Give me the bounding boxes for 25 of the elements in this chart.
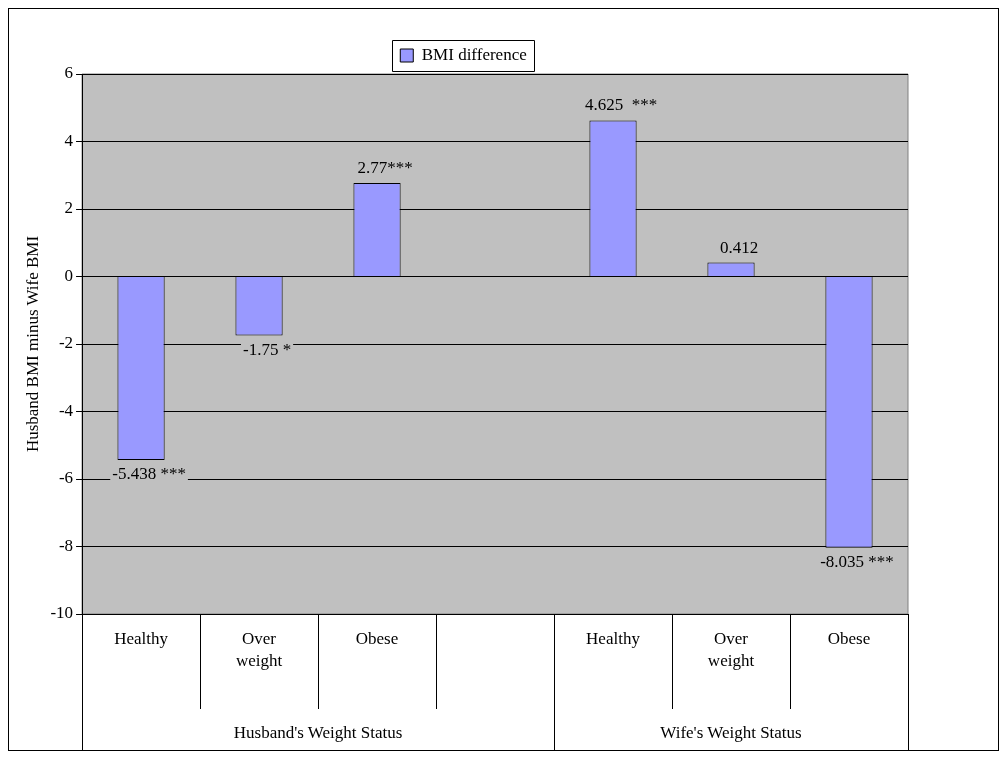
text: Wife's Weight Status	[659, 723, 803, 743]
y-tick-label: 4	[64, 130, 74, 150]
y-tick-label: -4	[58, 400, 74, 420]
y-tick-label: 0	[64, 265, 74, 285]
data-label: -5.438 ***	[112, 464, 186, 483]
data-label: 2.77***	[357, 157, 413, 177]
x-tick-label: Obese	[826, 628, 872, 650]
y-tick-label: -8	[58, 535, 74, 555]
data-label: 4.625 ***	[584, 95, 658, 115]
data-label: 0.412	[719, 237, 759, 257]
y-tick-label: -2	[58, 333, 74, 353]
legend-label: BMI difference	[421, 44, 527, 64]
x-tick-label: Over weight	[234, 628, 284, 672]
y-tick-label: 2	[64, 198, 74, 218]
data-label: -1.75 *	[242, 339, 292, 359]
y-tick-label: -6	[58, 468, 74, 488]
x-tick-label: Obese	[354, 628, 400, 650]
x-tick-label: Healthy	[585, 628, 641, 650]
text: Husband's Weight Status	[232, 723, 404, 743]
x-tick-label: Healthy	[113, 628, 169, 650]
x-tick-label: Over weight	[706, 628, 756, 672]
y-tick-label: -10	[50, 603, 74, 623]
y-axis-title: Husband BMI minus Wife BMI	[22, 235, 42, 453]
y-tick-label: 6	[64, 63, 74, 83]
data-label: -8.035 ***	[820, 551, 894, 571]
